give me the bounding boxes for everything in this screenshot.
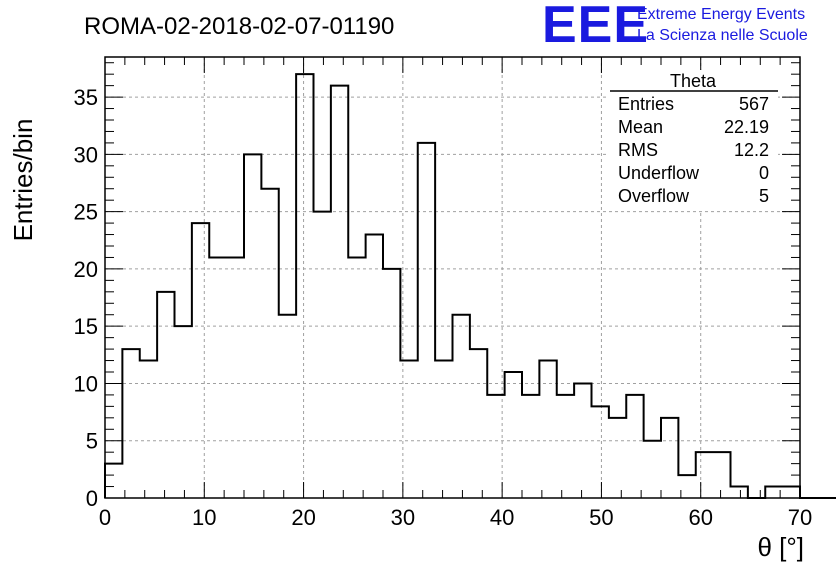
stats-value: 5 (759, 186, 769, 206)
plot-frame (104, 56, 801, 499)
x-tick-label: 10 (192, 505, 216, 530)
chart-title: ROMA-02-2018-02-07-01190 (84, 13, 394, 40)
stats-value: 22.19 (724, 117, 769, 137)
y-tick-labels: 0 5 10 15 20 25 30 35 (74, 85, 98, 511)
stats-label: Overflow (618, 186, 690, 206)
logo-line-2: La Scienza nelle Scuole (637, 27, 808, 44)
histogram-outline (104, 73, 836, 499)
y-tick-label: 35 (74, 85, 98, 110)
grid (105, 57, 800, 498)
y-tick-label: 20 (74, 257, 98, 282)
stats-label: RMS (618, 140, 658, 160)
x-tick-label: 20 (291, 505, 315, 530)
y-axis-title: Entries/bin (8, 119, 38, 242)
stats-value: 12.2 (734, 140, 769, 160)
y-tick-label: 30 (74, 142, 98, 167)
x-axis-title: θ [°] (757, 532, 804, 562)
eee-logo: EEE Extreme Energy Events La Scienza nel… (542, 0, 808, 54)
stats-background (608, 70, 778, 210)
x-tick-label: 40 (490, 505, 514, 530)
axis-ticks (104, 57, 801, 499)
logo-mark: EEE (542, 0, 649, 54)
stats-label: Entries (618, 94, 674, 114)
stats-rows: Entries 567 Mean 22.19 RMS 12.2 Underflow 0 Over… (618, 94, 769, 206)
stats-value: 0 (759, 163, 769, 183)
y-tick-label: 0 (86, 486, 98, 511)
x-tick-label: 0 (99, 505, 111, 530)
y-tick-label: 25 (74, 200, 98, 225)
stats-value: 567 (739, 94, 769, 114)
x-tick-label: 30 (391, 505, 415, 530)
stats-title: Theta (670, 71, 717, 91)
x-tick-labels: 0 10 20 30 40 50 60 70 (99, 505, 812, 530)
x-tick-label: 70 (788, 505, 812, 530)
stats-label: Underflow (618, 163, 700, 183)
x-tick-label: 50 (589, 505, 613, 530)
logo-line-1: Extreme Energy Events (637, 6, 805, 23)
y-tick-label: 10 (74, 371, 98, 396)
y-tick-label: 15 (74, 314, 98, 339)
y-tick-label: 5 (86, 429, 98, 454)
stats-label: Mean (618, 117, 663, 137)
stats-box: Theta Entries 567 Mean 22.19 RMS 12.2 Underflo… (608, 70, 778, 210)
x-tick-label: 60 (688, 505, 712, 530)
